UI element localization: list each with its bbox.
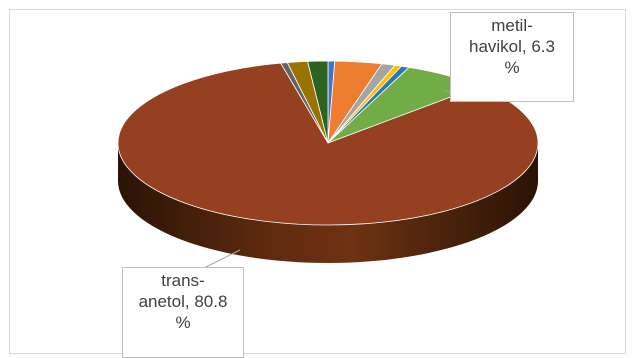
data-label-text: % [504, 58, 520, 77]
data-label-trans-anetol: trans- anetol, 80.8 % [122, 267, 244, 358]
pie-slice-trans-anetol [117, 62, 539, 226]
pie-slice-9 [307, 60, 329, 144]
data-label-text: havikol, 6.3 [469, 37, 555, 56]
pie-side-wall [118, 143, 538, 263]
data-label-text: trans- [161, 271, 205, 290]
data-label-text: anetol, 80.8 [138, 292, 228, 311]
leader-line-trans [199, 249, 241, 271]
data-label-metil-havikol: metil- havikol, 6.3 % [450, 12, 574, 102]
data-label-text: % [175, 313, 191, 332]
pie-side-wall-surface [118, 143, 538, 263]
pie-slices [117, 60, 539, 226]
data-label-text: metil- [491, 16, 533, 35]
